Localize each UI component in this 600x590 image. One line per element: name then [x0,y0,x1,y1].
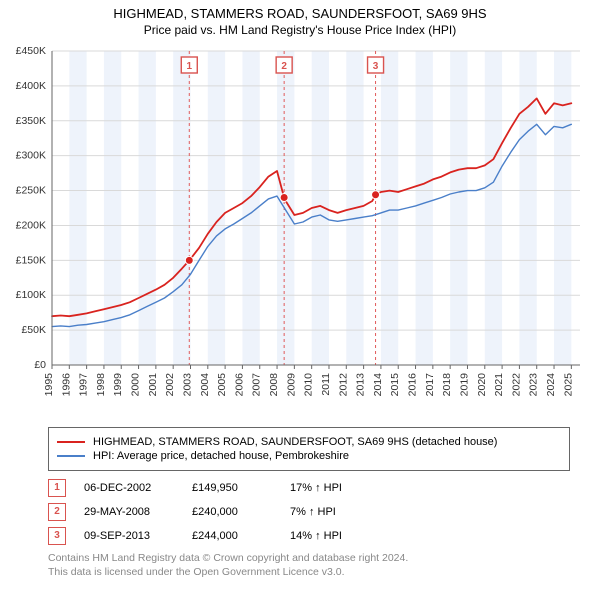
title-address: HIGHMEAD, STAMMERS ROAD, SAUNDERSFOOT, S… [10,6,590,21]
sale-marker-icon: 2 [48,503,66,521]
sales-list: 1 06-DEC-2002 £149,950 17% ↑ HPI 2 29-MAY-200… [48,479,570,545]
svg-text:2000: 2000 [130,373,142,397]
svg-text:2013: 2013 [355,373,367,397]
svg-text:2017: 2017 [424,373,436,397]
svg-text:2006: 2006 [233,373,245,397]
svg-text:£250K: £250K [16,185,46,197]
svg-text:1999: 1999 [112,373,124,397]
svg-text:£50K: £50K [21,324,46,336]
svg-text:2023: 2023 [528,373,540,397]
svg-text:2020: 2020 [476,373,488,397]
svg-text:2003: 2003 [181,373,193,397]
title-subtitle: Price paid vs. HM Land Registry's House … [10,23,590,37]
svg-text:2011: 2011 [320,373,332,396]
legend-item: HPI: Average price, detached house, Pemb… [57,450,561,462]
svg-text:2005: 2005 [216,373,228,397]
sale-hpi: 14% ↑ HPI [290,530,380,542]
svg-text:3: 3 [373,61,379,72]
svg-text:2025: 2025 [562,373,574,397]
sale-row: 3 09-SEP-2013 £244,000 14% ↑ HPI [48,527,570,545]
chart-container: { "titles": { "line1": "HIGHMEAD, STAMME… [0,0,600,579]
svg-text:2002: 2002 [164,373,176,397]
sale-row: 2 29-MAY-2008 £240,000 7% ↑ HPI [48,503,570,521]
svg-text:2022: 2022 [510,373,522,397]
svg-text:1998: 1998 [95,373,107,397]
svg-text:2004: 2004 [199,373,211,397]
svg-text:2008: 2008 [268,373,280,397]
sale-date: 06-DEC-2002 [84,482,174,494]
attribution-line1: Contains HM Land Registry data © Crown c… [48,551,570,565]
svg-text:1996: 1996 [60,373,72,397]
sale-date: 29-MAY-2008 [84,506,174,518]
svg-text:1995: 1995 [43,373,55,397]
sale-price: £240,000 [192,506,272,518]
sale-price: £149,950 [192,482,272,494]
attribution-line2: This data is licensed under the Open Gov… [48,565,570,579]
svg-text:£100K: £100K [16,289,46,301]
legend-label: HPI: Average price, detached house, Pemb… [93,450,349,462]
legend-swatch [57,455,85,457]
legend-label: HIGHMEAD, STAMMERS ROAD, SAUNDERSFOOT, S… [93,436,497,448]
svg-text:2001: 2001 [147,373,159,397]
title-block: HIGHMEAD, STAMMERS ROAD, SAUNDERSFOOT, S… [0,0,600,41]
svg-text:2019: 2019 [458,373,470,397]
sale-price: £244,000 [192,530,272,542]
svg-text:2014: 2014 [372,373,384,397]
sale-row: 1 06-DEC-2002 £149,950 17% ↑ HPI [48,479,570,497]
sale-hpi: 17% ↑ HPI [290,482,380,494]
svg-text:£350K: £350K [16,115,46,127]
svg-text:2: 2 [281,61,287,72]
svg-text:2009: 2009 [285,373,297,397]
svg-text:£400K: £400K [16,80,46,92]
svg-text:2012: 2012 [337,373,349,397]
svg-text:£300K: £300K [16,150,46,162]
svg-text:1: 1 [186,61,192,72]
svg-text:2018: 2018 [441,373,453,397]
svg-text:£0: £0 [34,359,46,371]
svg-text:£200K: £200K [16,219,46,231]
sale-marker-icon: 1 [48,479,66,497]
svg-text:1997: 1997 [78,373,90,397]
svg-text:£450K: £450K [16,45,46,57]
svg-text:2015: 2015 [389,373,401,397]
legend-swatch [57,441,85,443]
svg-text:2016: 2016 [407,373,419,397]
legend-box: HIGHMEAD, STAMMERS ROAD, SAUNDERSFOOT, S… [48,427,570,471]
legend-item: HIGHMEAD, STAMMERS ROAD, SAUNDERSFOOT, S… [57,436,561,448]
chart-area: £0 £50K £100K £150K £200K £250K £300K £350K £400… [0,41,600,421]
svg-text:2021: 2021 [493,373,505,397]
svg-text:2007: 2007 [251,373,263,397]
attribution-text: Contains HM Land Registry data © Crown c… [48,551,570,579]
sale-marker-icon: 3 [48,527,66,545]
svg-text:2024: 2024 [545,373,557,397]
sale-hpi: 7% ↑ HPI [290,506,380,518]
sale-date: 09-SEP-2013 [84,530,174,542]
line-chart-svg: £0 £50K £100K £150K £200K £250K £300K £350K £400… [0,41,600,421]
svg-text:2010: 2010 [303,373,315,397]
svg-text:£150K: £150K [16,254,46,266]
